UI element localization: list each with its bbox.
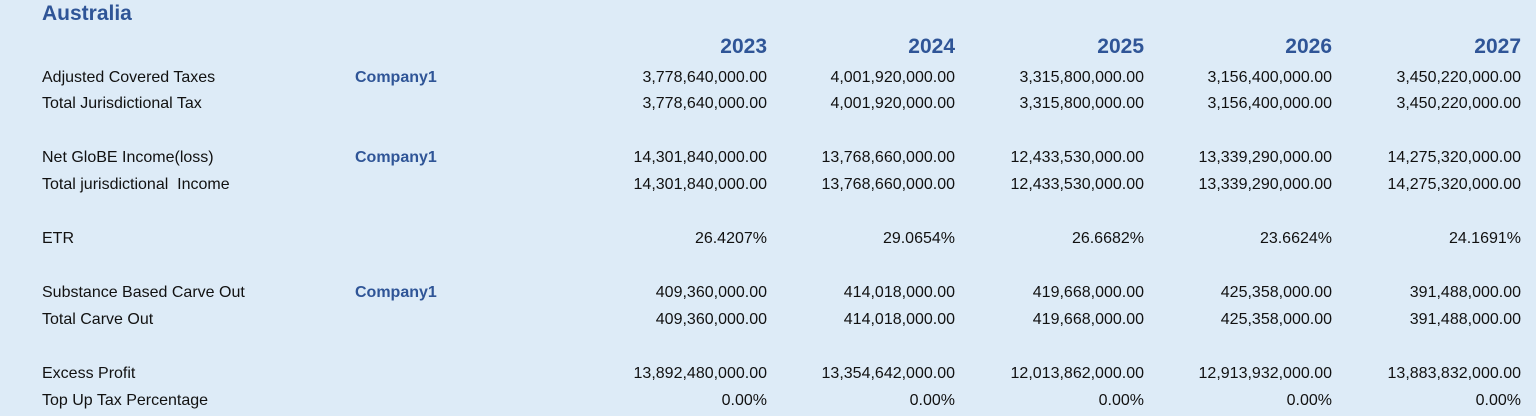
value-cell: 4,001,920,000.00 <box>830 69 955 86</box>
value-cell: 3,315,800,000.00 <box>1019 95 1144 112</box>
value-cell: 0.00% <box>721 392 767 409</box>
value-cell: 23.6624% <box>1259 230 1332 247</box>
entity-name: Company1 <box>355 69 437 86</box>
table-row: ETR 26.4207% 29.0654% 26.6682% 23.6624% 24.16… <box>0 226 1536 252</box>
table-row: Excess Profit 13,892,480,000.00 13,354,642… <box>0 361 1536 387</box>
table-row: Net GloBE Income(loss) Company1 14,301,840… <box>0 145 1536 171</box>
value-cell: 29.0654% <box>882 230 955 247</box>
value-cell: 414,018,000.00 <box>843 311 955 328</box>
value-cell: 414,018,000.00 <box>843 284 955 301</box>
row-label: Total Carve Out <box>42 311 154 328</box>
value-cell: 12,013,862,000.00 <box>1010 365 1144 382</box>
value-cell: 12,433,530,000.00 <box>1010 149 1144 166</box>
value-cell: 3,156,400,000.00 <box>1207 95 1332 112</box>
table-row: Total Jurisdictional Tax 3,778,640,000.00… <box>0 91 1536 117</box>
value-cell: 14,275,320,000.00 <box>1387 149 1521 166</box>
value-cell: 3,778,640,000.00 <box>642 95 767 112</box>
year-header: 2027 <box>1474 35 1521 58</box>
value-cell: 419,668,000.00 <box>1032 284 1144 301</box>
value-cell: 391,488,000.00 <box>1409 311 1521 328</box>
value-cell: 409,360,000.00 <box>655 311 767 328</box>
value-cell: 409,360,000.00 <box>655 284 767 301</box>
table-row: Total jurisdictional Income 14,301,840,00… <box>0 172 1536 198</box>
value-cell: 13,768,660,000.00 <box>821 176 955 193</box>
value-cell: 13,339,290,000.00 <box>1198 149 1332 166</box>
year-header: 2024 <box>908 35 955 58</box>
table-row: Total Carve Out 409,360,000.00 414,018,000… <box>0 307 1536 333</box>
row-label: Excess Profit <box>42 365 136 382</box>
row-label: Top Up Tax Percentage <box>42 392 209 409</box>
value-cell: 0.00% <box>1098 392 1144 409</box>
value-cell: 3,315,800,000.00 <box>1019 69 1144 86</box>
value-cell: 13,892,480,000.00 <box>633 365 767 382</box>
value-cell: 425,358,000.00 <box>1220 311 1332 328</box>
value-cell: 13,768,660,000.00 <box>821 149 955 166</box>
table-row: Substance Based Carve Out Company1 409,360… <box>0 280 1536 306</box>
value-cell: 24.1691% <box>1448 230 1521 247</box>
value-cell: 26.6682% <box>1071 230 1144 247</box>
value-cell: 0.00% <box>909 392 955 409</box>
value-cell: 0.00% <box>1475 392 1521 409</box>
value-cell: 13,883,832,000.00 <box>1387 365 1521 382</box>
row-label: Total jurisdictional Income <box>42 176 230 193</box>
value-cell: 3,450,220,000.00 <box>1396 69 1521 86</box>
value-cell: 14,301,840,000.00 <box>633 149 767 166</box>
value-cell: 12,433,530,000.00 <box>1010 176 1144 193</box>
value-cell: 12,913,932,000.00 <box>1198 365 1332 382</box>
year-header: 2023 <box>720 35 767 58</box>
row-label: Substance Based Carve Out <box>42 284 245 301</box>
table-row: Top Up Tax Percentage 0.00% 0.00% 0.00% 0.00… <box>0 388 1536 414</box>
entity-name: Company1 <box>355 149 437 166</box>
value-cell: 4,001,920,000.00 <box>830 95 955 112</box>
value-cell: 425,358,000.00 <box>1220 284 1332 301</box>
value-cell: 13,339,290,000.00 <box>1198 176 1332 193</box>
jurisdiction-title: Australia <box>42 2 132 25</box>
entity-name: Company1 <box>355 284 437 301</box>
value-cell: 14,301,840,000.00 <box>633 176 767 193</box>
year-header: 2026 <box>1285 35 1332 58</box>
year-header-row: 2023 2024 2025 2026 2027 <box>0 34 1536 60</box>
value-cell: 3,778,640,000.00 <box>642 69 767 86</box>
row-label: Total Jurisdictional Tax <box>42 95 202 112</box>
value-cell: 0.00% <box>1286 392 1332 409</box>
value-cell: 26.4207% <box>694 230 767 247</box>
value-cell: 14,275,320,000.00 <box>1387 176 1521 193</box>
value-cell: 13,354,642,000.00 <box>821 365 955 382</box>
value-cell: 3,450,220,000.00 <box>1396 95 1521 112</box>
value-cell: 391,488,000.00 <box>1409 284 1521 301</box>
row-label: ETR <box>42 230 74 247</box>
value-cell: 419,668,000.00 <box>1032 311 1144 328</box>
table-row: Adjusted Covered Taxes Company1 3,778,640,… <box>0 65 1536 91</box>
value-cell: 3,156,400,000.00 <box>1207 69 1332 86</box>
row-label: Net GloBE Income(loss) <box>42 149 214 166</box>
row-label: Adjusted Covered Taxes <box>42 69 216 86</box>
year-header: 2025 <box>1097 35 1144 58</box>
